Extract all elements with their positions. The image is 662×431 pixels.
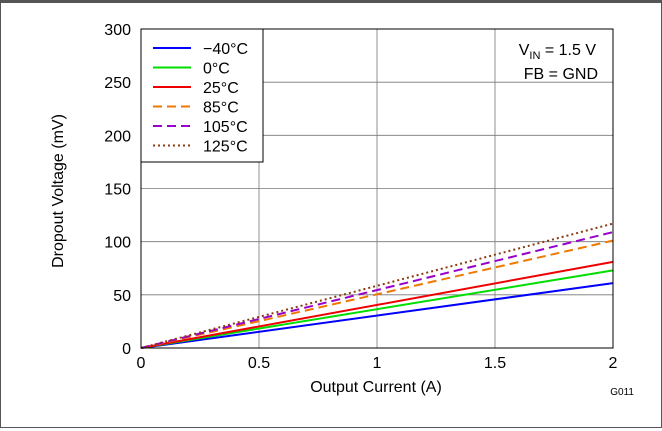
x-tick-label: 1.5 [484, 355, 506, 372]
x-tick-label: 0 [137, 355, 146, 372]
series-line [140, 269, 614, 349]
vin-suffix: = 1.5 V [540, 42, 596, 59]
legend: −40°C 0°C 25°C 85°C 105°C 125°C [140, 28, 264, 163]
legend-label: 125°C [203, 139, 248, 156]
figure-id: G011 [610, 387, 634, 398]
fb-annotation: FB = GND [524, 66, 598, 83]
x-tick-label: 2 [609, 355, 618, 372]
y-tick-label: 300 [104, 22, 131, 39]
legend-label: 105°C [203, 119, 248, 136]
series-line [140, 260, 614, 349]
legend-label: −40°C [203, 41, 248, 58]
y-tick-label: 150 [104, 182, 131, 199]
x-axis-label: Output Current (A) [310, 379, 442, 396]
series-line [140, 231, 614, 349]
y-tick-label: 100 [104, 235, 131, 252]
legend-box [140, 28, 264, 163]
series-lines [140, 222, 614, 349]
y-tick-label: 50 [113, 288, 131, 305]
vin-prefix: V [519, 42, 530, 59]
series-line [140, 282, 614, 349]
vin-annotation: VIN = 1.5 V [519, 42, 597, 62]
legend-label: 85°C [203, 100, 239, 117]
y-tick-label: 200 [104, 128, 131, 145]
series-line [140, 222, 614, 349]
legend-label: 0°C [203, 61, 230, 78]
plot-area-border [140, 28, 614, 349]
x-tick-label: 1 [373, 355, 382, 372]
y-tick-label: 250 [104, 75, 131, 92]
x-tick-label: 0.5 [248, 355, 270, 372]
y-axis-label: Dropout Voltage (mV) [50, 114, 67, 268]
y-tick-label: 0 [122, 341, 131, 358]
series-line [140, 239, 614, 349]
vin-subscript: IN [529, 50, 540, 62]
legend-label: 25°C [203, 80, 239, 97]
dropout-voltage-chart: 0 0.5 1 1.5 2 0 50 100 150 200 250 300 Output Curre… [50, 22, 634, 398]
tick-labels: 0 0.5 1 1.5 2 0 50 100 150 200 250 300 [104, 22, 617, 372]
